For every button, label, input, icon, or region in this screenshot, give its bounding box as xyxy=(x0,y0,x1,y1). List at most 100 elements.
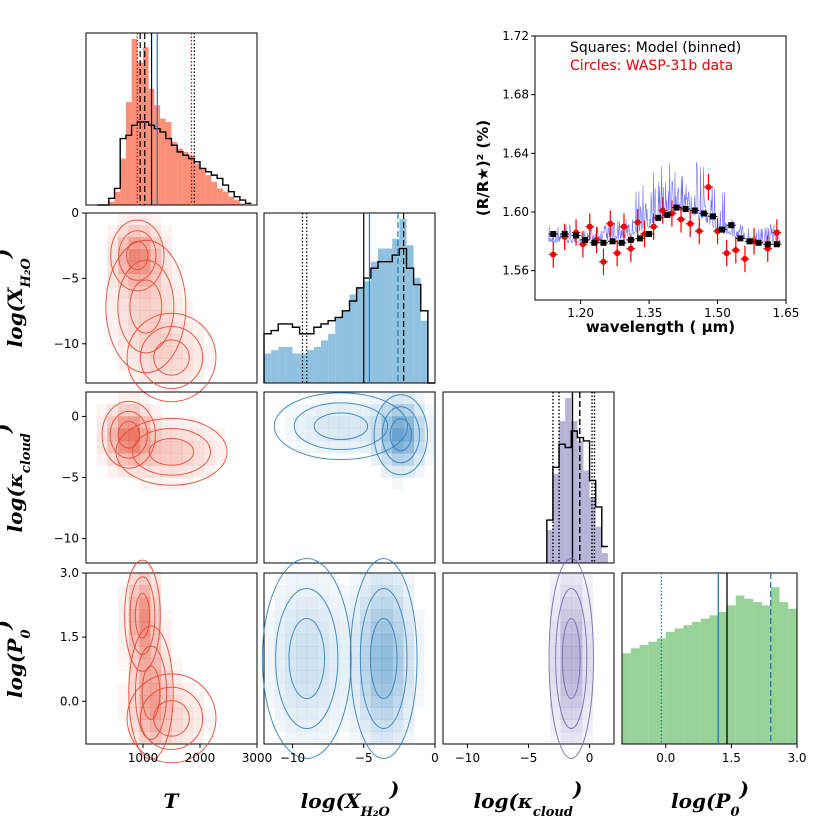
hist-T-bar xyxy=(205,175,212,205)
hist-P0-bar xyxy=(639,645,649,744)
hist-P0-bar xyxy=(648,641,657,744)
hist-T-bar xyxy=(108,201,115,205)
spectrum-x-tick-label: 1.20 xyxy=(567,306,594,320)
spectrum-data-point xyxy=(723,250,730,257)
density-T-kappa-cell xyxy=(139,453,151,466)
y-P0-tick-label: 3.0 xyxy=(60,566,79,580)
density-H2O-kappa-cell xyxy=(328,428,340,442)
density-H2O-P0-cell xyxy=(370,597,382,610)
density-T-H2O-cell xyxy=(192,334,204,347)
hist-P0-bar xyxy=(630,648,640,744)
density-H2O-P0-cell xyxy=(264,658,275,672)
density-T-H2O-cell xyxy=(203,346,215,360)
density-H2O-P0-cell xyxy=(402,597,414,610)
density-T-P0-cell xyxy=(203,707,215,720)
density-H2O-P0-cell xyxy=(285,695,297,708)
density-T-H2O-cell xyxy=(192,370,204,384)
density-H2O-P0-cell xyxy=(402,609,414,623)
density-H2O-kappa-cell xyxy=(338,440,350,454)
density-T-P0-cell xyxy=(150,658,162,672)
density-H2O-P0-cell xyxy=(402,707,414,720)
density-H2O-kappa-cell xyxy=(413,440,425,454)
density-T-P0-contour xyxy=(139,686,204,750)
xlabel-P0-main: log(P xyxy=(671,789,731,813)
density-H2O-P0-cell xyxy=(381,658,393,672)
density-H2O-P0-contour xyxy=(349,557,418,760)
density-H2O-P0-cell xyxy=(381,719,393,733)
density-T-P0-cell xyxy=(150,621,162,635)
spectrum-data-point xyxy=(696,228,703,235)
ylabel-P0-close: ) xyxy=(0,620,15,630)
spectrum-model-point xyxy=(728,222,735,229)
density-T-H2O xyxy=(105,213,217,403)
x-T-tick-label: 2000 xyxy=(185,751,216,765)
density-H2O-P0-cell xyxy=(296,609,308,623)
spectrum-data-point xyxy=(586,223,593,230)
hist-P0-bar xyxy=(622,653,631,744)
density-H2O-P0-cell xyxy=(338,670,350,684)
density-H2O-P0 xyxy=(261,557,425,760)
density-T-H2O-cell xyxy=(150,334,162,347)
density-T-H2O-cell xyxy=(160,322,172,335)
density-H2O-kappa-cell xyxy=(285,416,297,429)
xlabel-P0-close: ) xyxy=(739,777,749,801)
density-kappa-P0-cell xyxy=(581,670,593,684)
density-H2O-P0-cell xyxy=(349,621,361,635)
density-H2O-P0-cell xyxy=(402,621,414,635)
density-T-kappa-cell xyxy=(96,404,108,417)
density-H2O-P0-cell xyxy=(306,682,318,696)
density-H2O-P0-cell xyxy=(328,695,340,708)
density-T-H2O-cell xyxy=(118,322,130,335)
spectrum-data-point xyxy=(607,220,614,227)
density-T-kappa-cell xyxy=(150,404,162,417)
hist-H2O-bar xyxy=(399,219,407,383)
spectrum-model-point xyxy=(646,231,653,237)
density-T-kappa-cell xyxy=(171,416,183,429)
density-T-kappa-cell xyxy=(171,428,183,442)
density-H2O-P0-cell xyxy=(402,634,414,647)
hist-T-bar xyxy=(217,188,223,205)
density-T-H2O-cell xyxy=(150,285,162,299)
density-T-P0-cell xyxy=(128,573,140,586)
ylabel-kappa-sub: cloud xyxy=(19,433,34,473)
hist-P0-bar xyxy=(718,612,727,744)
density-kappa-P0-cell xyxy=(581,695,593,708)
density-kappa-P0-cell xyxy=(571,707,583,720)
hist-kappa-bar xyxy=(546,530,553,563)
x-H2O-tick-label: −10 xyxy=(280,751,305,765)
density-H2O-kappa-cell xyxy=(328,416,340,429)
density-T-P0-cell xyxy=(203,719,215,733)
density-kappa-P0-cell xyxy=(549,719,561,733)
density-kappa-P0-cell xyxy=(571,658,583,672)
hist-H2O-bar xyxy=(363,281,371,383)
density-H2O-P0-cell xyxy=(392,682,404,696)
hist-P0-bar xyxy=(700,618,710,744)
hist-H2O-outline xyxy=(263,247,435,384)
density-H2O-P0-cell xyxy=(274,621,286,635)
density-T-H2O-contour xyxy=(126,312,217,403)
density-T-H2O-cell xyxy=(139,261,151,275)
density-T-H2O-cell xyxy=(107,225,119,238)
spectrum-data-point xyxy=(678,216,685,223)
density-T-H2O-cell xyxy=(182,334,194,347)
density-T-P0-cell xyxy=(118,597,130,610)
density-T-kappa-cell xyxy=(182,465,194,478)
x-P0-tick-label: 3.0 xyxy=(787,751,806,765)
density-T-P0-cell xyxy=(171,707,183,720)
density-H2O-P0-cell xyxy=(296,634,308,647)
density-T-P0-cell xyxy=(118,585,130,598)
density-T-H2O-cell xyxy=(139,358,151,372)
density-T-H2O-cell xyxy=(171,261,183,275)
density-T-H2O-cell xyxy=(150,273,162,287)
density-kappa-P0-cell xyxy=(560,621,572,635)
density-T-H2O-cell xyxy=(139,213,151,226)
hist-T-bar xyxy=(211,181,218,205)
spectrum-data-point xyxy=(705,184,712,191)
x-H2O-tick-label: 0 xyxy=(431,751,439,765)
hist-P0-bar xyxy=(788,608,797,744)
density-H2O-P0-cell xyxy=(381,670,393,684)
density-T-H2O-cell xyxy=(128,261,140,275)
density-H2O-kappa-cell xyxy=(370,428,382,442)
xlabel-P0: log(P0) xyxy=(671,777,749,820)
density-H2O-P0-cell xyxy=(296,585,308,598)
